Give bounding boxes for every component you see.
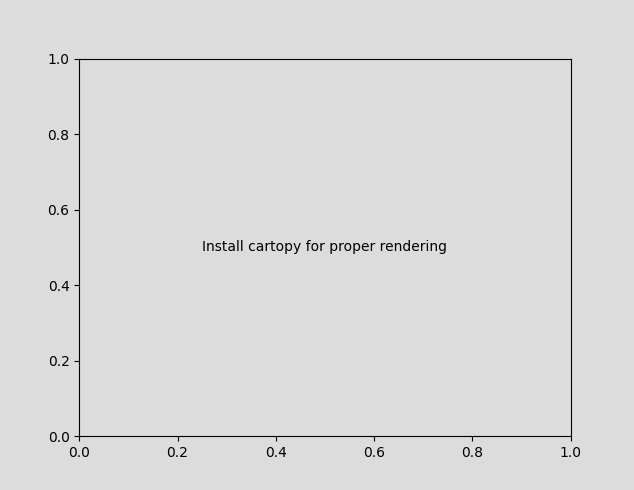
Text: Install cartopy for proper rendering: Install cartopy for proper rendering (202, 241, 448, 254)
